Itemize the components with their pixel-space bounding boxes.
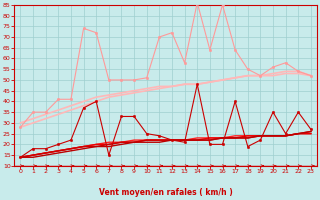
X-axis label: Vent moyen/en rafales ( km/h ): Vent moyen/en rafales ( km/h ) xyxy=(99,188,233,197)
